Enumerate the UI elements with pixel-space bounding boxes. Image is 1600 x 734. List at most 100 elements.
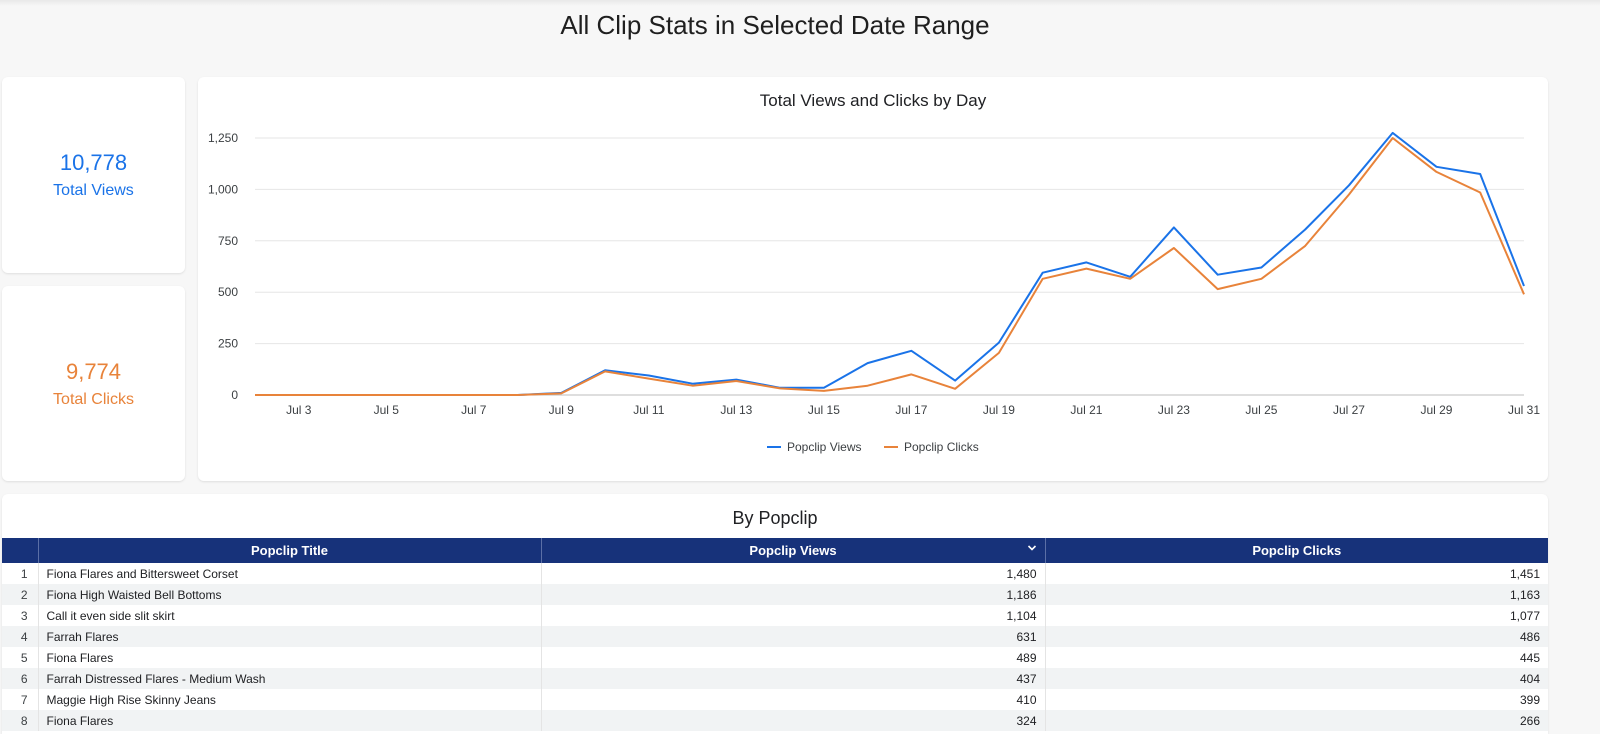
table-title: By Popclip [732, 508, 818, 528]
data-point[interactable] [953, 387, 957, 391]
header-popclip-title[interactable]: Popclip Title [38, 538, 542, 563]
table-row[interactable]: 3 Call it even side slit skirt 1,104 1,077 [2, 605, 1548, 626]
x-tick-label: Jul 9 [549, 403, 575, 417]
row-index: 2 [2, 584, 39, 605]
total-views-value: 10,778 [59, 150, 128, 175]
data-point[interactable] [691, 384, 695, 388]
data-point[interactable] [559, 391, 563, 395]
data-point[interactable] [1303, 227, 1307, 231]
row-popclip-views: 1,104 [541, 605, 1046, 626]
data-point[interactable] [1084, 267, 1088, 271]
table-row[interactable]: 4 Farrah Flares 631 486 [2, 626, 1548, 647]
y-tick-label: 250 [218, 337, 238, 351]
series-line-views[interactable] [255, 131, 1525, 396]
data-point[interactable] [866, 361, 870, 365]
x-tick-label: Jul 15 [808, 403, 840, 417]
table-row[interactable]: 7 Maggie High Rise Skinny Jeans 410 399 [2, 689, 1548, 710]
data-point[interactable] [1522, 292, 1526, 296]
x-tick-label: Jul 29 [1420, 403, 1452, 417]
series-line-clicks[interactable] [255, 137, 1525, 396]
header-popclip-views[interactable]: Popclip Views [541, 538, 1046, 563]
x-tick-label: Jul 23 [1158, 403, 1190, 417]
data-point[interactable] [1172, 246, 1176, 250]
total-clicks-label: Total Clicks [53, 390, 134, 408]
page-title: All Clip Stats in Selected Date Range [560, 10, 990, 40]
x-tick-label: Jul 31 [1508, 403, 1540, 417]
x-tick-label: Jul 3 [286, 403, 312, 417]
row-popclip-title: Fiona High Waisted Bell Bottoms [38, 584, 542, 605]
row-popclip-clicks: 404 [1519, 671, 1540, 686]
row-popclip-title: Call it even side slit skirt [38, 605, 542, 626]
table-row[interactable]: 5 Fiona Flares 489 445 [2, 647, 1548, 668]
row-popclip-views: 410 [541, 689, 1046, 710]
table-row[interactable]: 6 Farrah Distressed Flares - Medium Wash 4… [2, 668, 1548, 689]
data-point[interactable] [1172, 225, 1176, 229]
y-tick-label: 0 [231, 388, 238, 402]
row-popclip-title: Maggie High Rise Skinny Jeans [38, 689, 542, 710]
data-point[interactable] [778, 386, 782, 390]
y-tick-label: 1,000 [208, 182, 238, 196]
total-clicks-card: 9,774 Total Clicks [2, 286, 185, 481]
chart-title: Total Views and Clicks by Day [759, 91, 987, 110]
line-chart[interactable]: 0 250 500 750 1,000 1,250 Jul 3 Jul 5 Jul 7 Jul 9… [198, 77, 1548, 481]
data-point[interactable] [1041, 271, 1045, 275]
table-row[interactable]: 8 Fiona Flares 324 266 [2, 710, 1548, 731]
data-point[interactable] [1391, 131, 1395, 135]
data-point[interactable] [1478, 190, 1482, 194]
data-point[interactable] [1303, 244, 1307, 248]
row-popclip-title: Farrah Distressed Flares - Medium Wash [38, 668, 542, 689]
data-point[interactable] [1478, 172, 1482, 176]
data-point[interactable] [647, 377, 651, 381]
data-point[interactable] [384, 393, 388, 397]
data-point[interactable] [1434, 170, 1438, 174]
data-point[interactable] [516, 393, 520, 397]
legend-label[interactable]: Popclip Clicks [904, 440, 979, 454]
data-point[interactable] [428, 393, 432, 397]
data-point[interactable] [1128, 277, 1132, 281]
row-popclip-views: 324 [541, 710, 1046, 731]
data-point[interactable] [997, 341, 1001, 345]
data-point[interactable] [341, 393, 345, 397]
data-point[interactable] [472, 393, 476, 397]
data-point[interactable] [1434, 165, 1438, 169]
data-point[interactable] [909, 372, 913, 376]
data-point[interactable] [1259, 277, 1263, 281]
row-index: 6 [2, 668, 39, 689]
header-popclip-clicks[interactable]: Popclip Clicks [1045, 538, 1548, 563]
data-point[interactable] [822, 389, 826, 393]
data-point[interactable] [997, 351, 1001, 355]
table-row[interactable]: 1 Fiona Flares and Bittersweet Corset 1,48… [2, 563, 1548, 584]
data-point[interactable] [1084, 260, 1088, 264]
row-index: 4 [2, 626, 39, 647]
row-popclip-title: Farrah Flares [38, 626, 542, 647]
data-point[interactable] [953, 379, 957, 383]
data-point[interactable] [1347, 183, 1351, 187]
top-strip [0, 0, 1600, 6]
data-point[interactable] [734, 379, 738, 383]
sort-descending-icon[interactable] [1027, 543, 1037, 553]
data-point[interactable] [603, 369, 607, 373]
table-row[interactable]: 2 Fiona High Waisted Bell Bottoms 1,186 1,1… [2, 584, 1548, 605]
data-point[interactable] [1522, 284, 1526, 288]
y-tick-label: 1,250 [208, 131, 238, 145]
data-point[interactable] [1041, 277, 1045, 281]
row-popclip-views: 437 [541, 668, 1046, 689]
legend-label[interactable]: Popclip Views [787, 440, 861, 454]
row-index: 8 [2, 710, 39, 731]
table-header-row: Popclip Title Popclip Views Popclip Clic… [2, 538, 1548, 563]
data-point[interactable] [866, 384, 870, 388]
data-point[interactable] [1216, 287, 1220, 291]
row-popclip-clicks: 1,077 [1509, 608, 1540, 623]
line-chart-card: Total Views and Clicks by Day 0 250 500 750… [198, 77, 1548, 481]
data-point[interactable] [253, 393, 257, 397]
data-point[interactable] [909, 349, 913, 353]
header-popclip-views-label: Popclip Views [749, 543, 837, 558]
data-point[interactable] [1391, 136, 1395, 140]
row-index: 1 [2, 563, 39, 584]
data-point[interactable] [1259, 266, 1263, 270]
data-point[interactable] [1347, 193, 1351, 197]
row-popclip-clicks: 399 [1519, 692, 1540, 707]
data-point[interactable] [297, 393, 301, 397]
data-point[interactable] [1216, 273, 1220, 277]
x-tick-label: Jul 7 [461, 403, 487, 417]
